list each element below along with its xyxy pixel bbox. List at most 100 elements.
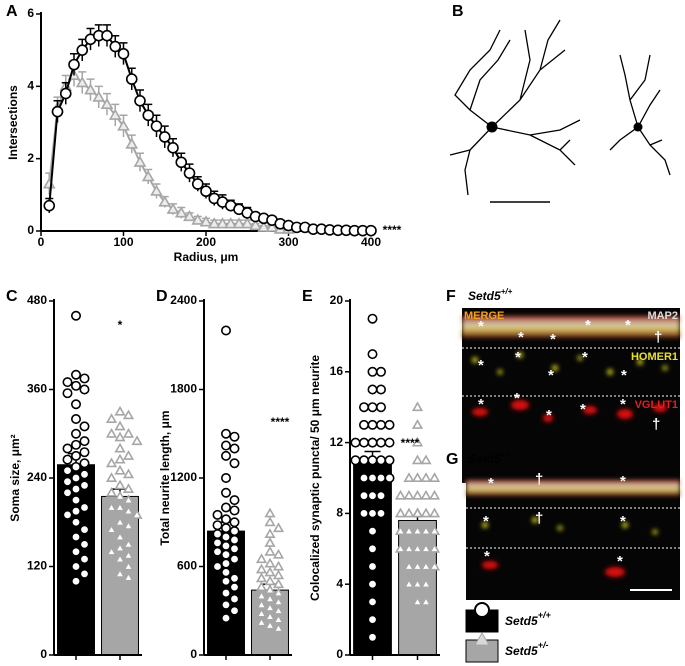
marker [264, 528, 276, 538]
x-tick-label: 300 [278, 235, 298, 249]
marker [114, 479, 126, 490]
marker [420, 454, 432, 465]
marker [51, 105, 64, 118]
marker [358, 508, 369, 519]
marker [367, 472, 378, 483]
marker [212, 546, 223, 557]
marker [367, 419, 378, 430]
marker [114, 531, 126, 541]
marker [221, 502, 232, 513]
soma [486, 121, 498, 133]
marker [411, 454, 424, 465]
marker [264, 507, 276, 518]
marker [71, 439, 82, 450]
y-tick-label: 240 [27, 470, 47, 484]
marker [122, 549, 135, 560]
x-tick-label: 400 [361, 235, 381, 249]
marker [114, 420, 126, 431]
asterisk: * [478, 318, 484, 335]
marker [384, 472, 395, 483]
marker [264, 584, 276, 595]
asterisk: * [488, 475, 494, 492]
asterisk: * [518, 329, 524, 346]
marker [114, 542, 126, 553]
asterisk: * [515, 349, 521, 366]
marker [367, 455, 378, 466]
y-tick-label: 4 [336, 576, 343, 590]
marker [167, 142, 179, 154]
marker [221, 531, 232, 542]
marker [150, 184, 163, 196]
marker [207, 217, 221, 229]
marker [114, 553, 126, 564]
marker [122, 571, 135, 582]
asterisk: * [620, 513, 626, 530]
marker [71, 495, 82, 506]
marker [420, 560, 432, 571]
marker [420, 472, 432, 482]
marker [358, 402, 369, 413]
marker [62, 476, 73, 487]
legend-entry: Setd5+/- [505, 640, 548, 658]
annotation-symbols: * † * * † * * * [483, 471, 626, 570]
marker [101, 29, 113, 42]
marker [79, 539, 90, 550]
marker [158, 195, 172, 207]
marker [229, 458, 240, 469]
marker [105, 427, 118, 438]
marker [420, 525, 432, 536]
marker [122, 409, 135, 420]
asterisk: * [620, 473, 626, 490]
marker [384, 437, 395, 448]
marker [358, 490, 369, 501]
asterisk: * [478, 357, 484, 374]
gene: Setd5 [468, 289, 501, 303]
marker [403, 472, 415, 482]
marker [411, 578, 424, 589]
marker [375, 490, 386, 501]
marker [411, 472, 424, 482]
marker [125, 73, 138, 85]
marker [394, 542, 407, 553]
dagger: † [652, 416, 660, 433]
marker [122, 538, 135, 549]
marker [229, 443, 240, 454]
marker [403, 489, 415, 500]
marker [71, 531, 82, 542]
marker [375, 419, 386, 430]
marker [221, 567, 232, 578]
marker [122, 505, 135, 516]
marker [175, 156, 188, 169]
y-tick-label: 12 [330, 435, 344, 449]
y-tick-label: 0 [40, 647, 47, 661]
marker [403, 542, 415, 553]
gene: Setd5 [468, 452, 501, 466]
marker [221, 613, 232, 624]
marker [272, 560, 285, 571]
marker [229, 534, 240, 545]
marker [411, 401, 424, 412]
marker [79, 554, 90, 565]
marker [358, 472, 369, 483]
marker [272, 622, 285, 633]
asterisk: * [582, 349, 588, 366]
marker [71, 506, 82, 517]
y-tick-label: 0 [336, 647, 343, 661]
marker [114, 464, 126, 475]
marker [229, 582, 240, 593]
marker [375, 402, 386, 413]
marker [79, 480, 90, 491]
marker [71, 561, 82, 572]
marker [229, 543, 240, 554]
x-tick-label: 200 [196, 235, 216, 249]
marker [367, 437, 378, 448]
marker [114, 516, 126, 527]
marker [420, 542, 432, 553]
marker [43, 199, 56, 212]
marker [79, 436, 90, 447]
micrograph [466, 470, 680, 600]
marker [229, 505, 240, 516]
marker [141, 170, 155, 182]
annotation-symbols: * * * * * † * * * * * * * * * * † [478, 317, 662, 433]
